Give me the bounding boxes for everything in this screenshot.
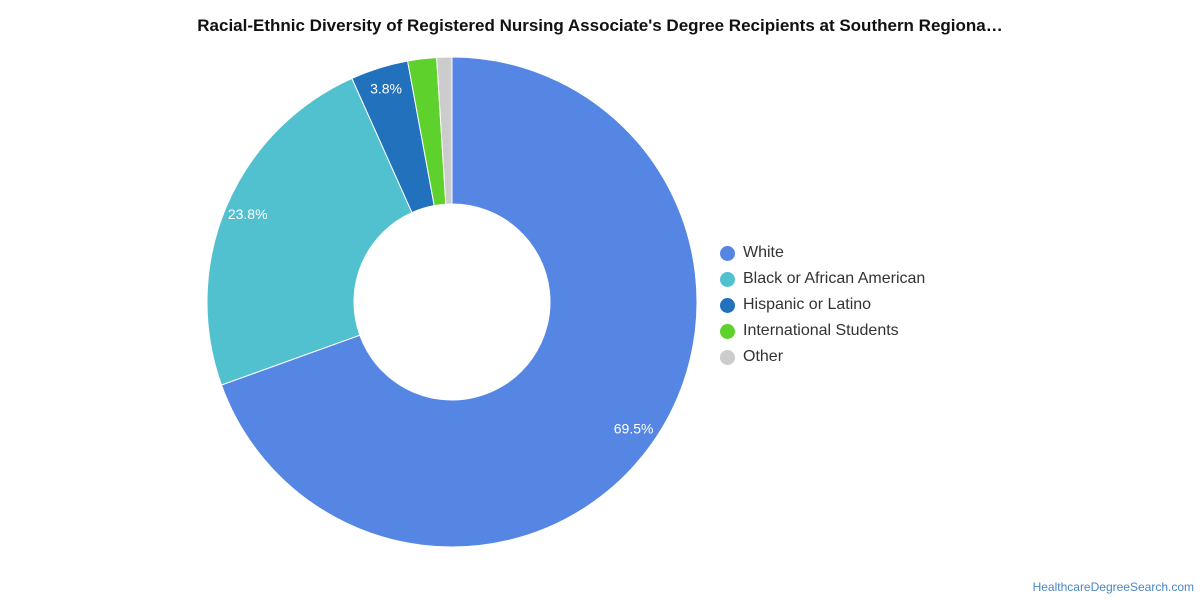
legend-label: Black or African American [743, 270, 926, 287]
legend-label: Hispanic or Latino [743, 296, 872, 313]
legend-item[interactable]: Hispanic or Latino [720, 292, 925, 318]
slice-white [220, 56, 698, 548]
slice-label-hispanic-or-latino: 3.8% [370, 81, 402, 97]
legend-item[interactable]: International Students [720, 318, 925, 344]
slices [206, 56, 698, 548]
legend: White Black or African American Hispanic o… [720, 240, 925, 370]
chart-title: Racial-Ethnic Diversity of Registered Nu… [197, 16, 1003, 35]
legend-label: Other [743, 348, 784, 365]
legend-swatch [720, 271, 735, 287]
legend-item[interactable]: Black or African American [720, 266, 925, 292]
source-credit: HealthcareDegreeSearch.com [1032, 580, 1194, 594]
slice-label-black-or-african-american: 23.8% [228, 206, 268, 222]
slice-other [436, 56, 453, 205]
legend-swatch [720, 349, 735, 365]
legend-swatch [720, 323, 735, 339]
legend-swatch [720, 245, 735, 261]
legend-label: White [743, 244, 784, 261]
slice-black-or-african-american [206, 77, 413, 386]
slice-label-white: 69.5% [614, 420, 654, 436]
legend-item[interactable]: White [720, 240, 925, 266]
legend-item[interactable]: Other [720, 344, 925, 370]
slice-labels: 69.5% 23.8% 3.8% [228, 81, 654, 437]
legend-label: International Students [743, 322, 899, 339]
legend-swatch [720, 297, 735, 313]
